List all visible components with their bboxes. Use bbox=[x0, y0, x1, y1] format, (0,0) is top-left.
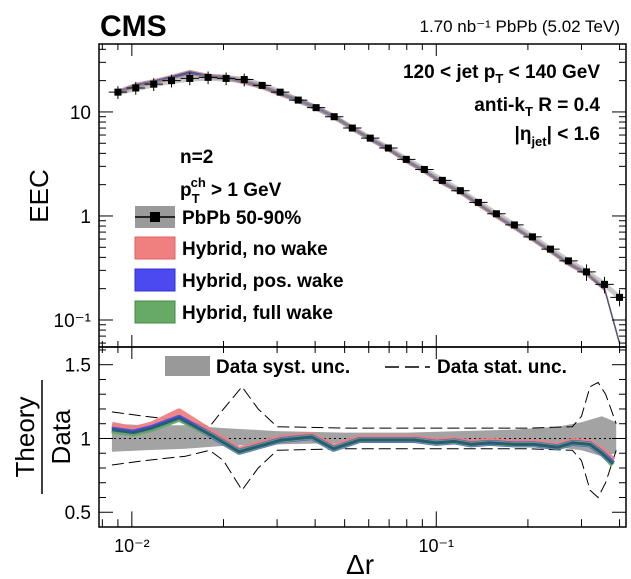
data-point-marker bbox=[420, 165, 428, 173]
data-point-marker bbox=[294, 96, 302, 104]
x-tick-label: 10⁻² bbox=[114, 536, 150, 556]
n-annotation: n=2 bbox=[180, 147, 213, 168]
legend-label-pos-wake: Hybrid, pos. wake bbox=[182, 271, 344, 292]
data-point-marker bbox=[258, 81, 266, 89]
x-axis-title: Δr bbox=[346, 549, 374, 579]
y-axis-title-upper: EEC bbox=[24, 169, 54, 222]
data-point-marker bbox=[222, 74, 230, 82]
data-point-marker bbox=[168, 77, 176, 85]
upper-series-group bbox=[108, 69, 626, 346]
legend-label-no-wake: Hybrid, no wake bbox=[182, 239, 328, 260]
data-point-marker bbox=[240, 76, 248, 84]
data-point-marker bbox=[438, 176, 446, 184]
data-point-marker bbox=[601, 280, 609, 288]
ratio-line-core bbox=[111, 416, 614, 465]
track-pt-annotation: pch T > 1 GeV bbox=[180, 175, 282, 206]
upper-panel-frame bbox=[98, 43, 627, 348]
data-point-marker bbox=[564, 257, 572, 265]
y-tick-label-lower: 1.5 bbox=[65, 356, 91, 377]
x-tick-label: 10⁻¹ bbox=[419, 536, 455, 556]
data-point-marker bbox=[132, 84, 140, 92]
data-point-marker bbox=[114, 88, 122, 96]
legend-label-pbpb: PbPb 50-90% bbox=[182, 208, 301, 229]
data-point-marker bbox=[474, 198, 482, 206]
y-axis-title-lower: Theory Data bbox=[10, 380, 76, 494]
luminosity-label: 1.70 nb⁻¹ PbPb (5.02 TeV) bbox=[419, 17, 620, 36]
legend-label-stat: Data stat. unc. bbox=[437, 357, 567, 378]
legend-label-full-wake: Hybrid, full wake bbox=[182, 303, 333, 324]
jet-pt-annotation: 120 < jet pT < 140 GeV bbox=[403, 62, 600, 86]
data-point-marker bbox=[510, 221, 518, 229]
data-point-marker bbox=[582, 268, 590, 276]
data-point-marker bbox=[528, 233, 536, 241]
legend-marker-pbpb bbox=[150, 212, 160, 222]
data-point-marker bbox=[366, 134, 374, 142]
stat-unc-lower-line bbox=[111, 448, 617, 499]
ratio-numerator: Theory bbox=[10, 397, 40, 478]
data-point-marker bbox=[616, 293, 624, 301]
legend-swatch-full-wake bbox=[134, 300, 176, 324]
y-tick-label-upper: 10⁻¹ bbox=[54, 311, 92, 332]
data-point-marker bbox=[330, 113, 338, 121]
lower-series-group bbox=[99, 381, 626, 499]
y-tick-label-upper: 10 bbox=[70, 103, 91, 124]
y-tick-label-lower: 0.5 bbox=[65, 503, 91, 524]
data-point-marker bbox=[546, 245, 554, 253]
y-tick-label-lower: 1 bbox=[80, 429, 91, 450]
lower-legend: Data syst. unc. Data stat. unc. bbox=[165, 356, 567, 378]
data-point-marker bbox=[204, 73, 212, 81]
lower-panel-frame bbox=[98, 346, 627, 528]
ratio-denominator: Data bbox=[46, 409, 76, 464]
algo-annotation: anti-kT R = 0.4 bbox=[474, 95, 600, 119]
upper-legend: PbPb 50-90% Hybrid, no wake Hybrid, pos.… bbox=[134, 206, 344, 324]
data-point-marker bbox=[276, 88, 284, 96]
legend-swatch-syst bbox=[165, 356, 210, 376]
y-tick-label-upper: 1 bbox=[80, 207, 91, 228]
axes-group: 10⁻² 10⁻¹ 10⁻¹ 1 10 0.5 1 1.5 bbox=[54, 44, 626, 556]
legend-swatch-no-wake bbox=[134, 236, 176, 260]
legend-label-syst: Data syst. unc. bbox=[216, 357, 350, 378]
cms-logo-text: CMS bbox=[100, 10, 167, 43]
eta-annotation: |ηjet| < 1.6 bbox=[515, 124, 600, 149]
data-point-marker bbox=[312, 104, 320, 112]
data-point-marker bbox=[348, 124, 356, 132]
data-point-marker bbox=[402, 155, 410, 163]
data-point-marker bbox=[456, 187, 464, 195]
data-point-marker bbox=[492, 210, 500, 218]
data-point-marker bbox=[150, 80, 158, 88]
legend-swatch-pos-wake bbox=[134, 268, 176, 292]
data-point-marker bbox=[186, 74, 194, 82]
data-point-marker bbox=[384, 144, 392, 152]
